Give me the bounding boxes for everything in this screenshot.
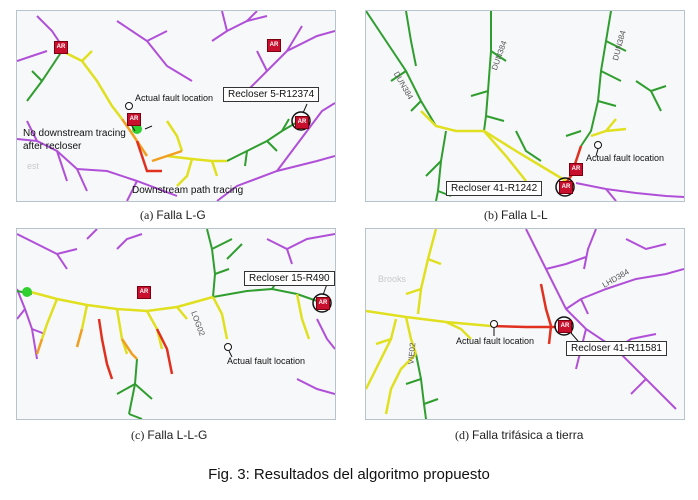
network-map-b [366,11,684,201]
recloser-callout-d: Recloser 41-R11581 [566,341,667,356]
recloser-icon: AR [267,39,281,52]
recloser-icon: AR [569,163,583,176]
map-panel-d: AR Recloser 41-R11581 Actual fault locat… [365,228,685,420]
caption-name-b: Falla L-L [501,208,548,222]
road-label-d: VIE02 [406,342,418,365]
recloser-circle-d [554,316,574,336]
network-map-c [17,229,335,419]
recloser-circle-a [291,111,311,131]
map-panel-b: AR AR Recloser 41-R1242 Actual fault loc… [365,10,685,202]
recloser-callout-a: Recloser 5-R12374 [223,87,320,102]
recloser-callout-b: Recloser 41-R1242 [446,181,543,196]
no-tracing-label-a: No downstream tracing after recloser [23,128,126,152]
recloser-icon: AR [295,116,309,129]
caption-letter-d: (d) [455,428,469,442]
fault-location-label-d: Actual fault location [456,336,535,346]
caption-c: (c) Falla L-L-G [131,428,207,443]
recloser-icon: AR [137,286,151,299]
caption-name-a: Falla L-G [156,208,206,222]
path-tracing-label-a: Downstream path tracing [132,185,244,196]
source-marker-a [132,124,142,134]
map-panel-a: AR AR AR AR Recloser 5-R12374 Actual fau… [16,10,336,202]
recloser-circle-c [312,293,332,313]
caption-letter-a: (a) [140,208,154,222]
source-marker-c [22,287,32,297]
recloser-circle-b [555,177,575,197]
figure-title: Fig. 3: Resultados del algoritmo propues… [208,466,490,483]
recloser-icon: AR [559,181,573,194]
caption-a: (a) Falla L-G [140,208,206,223]
fault-location-label-a: Actual fault location [135,93,214,103]
map-background-label-d: Brooks [378,274,407,284]
recloser-icon: AR [316,297,330,310]
map-background-label-a: est [27,161,40,171]
fault-location-marker-a [125,102,133,110]
recloser-icon: AR [558,320,572,333]
network-map-d [366,229,684,419]
fault-location-label-b: Actual fault location [586,153,665,163]
recloser-icon: AR [127,113,141,126]
caption-name-c: Falla L-L-G [147,428,208,442]
recloser-icon: AR [54,41,68,54]
recloser-callout-c: Recloser 15-R490 [244,271,335,286]
caption-b: (b) Falla L-L [484,208,548,223]
fault-location-marker-d [490,320,498,328]
caption-name-d: Falla trifásica a tierra [472,428,584,442]
fault-location-label-c: Actual fault location [227,356,306,366]
caption-letter-c: (c) [131,428,145,442]
fault-location-marker-c [224,343,232,351]
network-map-a [17,11,335,201]
caption-d: (d) Falla trifásica a tierra [455,428,583,443]
caption-letter-b: (b) [484,208,498,222]
fault-location-marker-b [594,141,602,149]
map-panel-c: AR AR Recloser 15-R490 Actual fault loca… [16,228,336,420]
